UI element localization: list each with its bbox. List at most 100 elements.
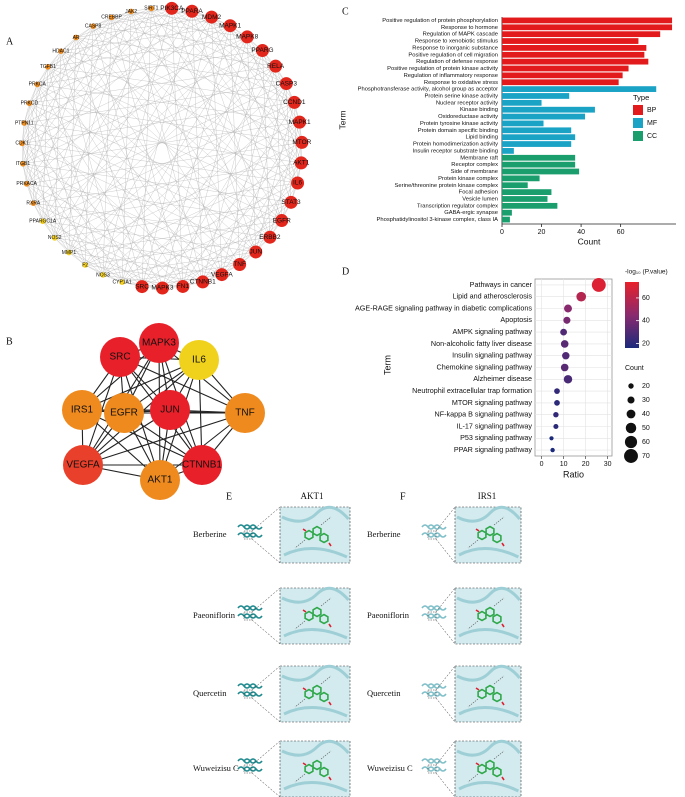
zoom-line [435, 697, 456, 723]
node [19, 140, 25, 147]
edge [221, 66, 276, 275]
node-label: IL6 [192, 355, 206, 366]
bar [502, 24, 673, 31]
edge [24, 122, 203, 283]
edge [26, 142, 302, 184]
node-label: CTNNB1 [190, 279, 216, 286]
node-label: CREBBP [101, 15, 122, 21]
interaction [467, 516, 505, 549]
edge [22, 163, 86, 266]
edge [24, 122, 302, 164]
edge [22, 163, 163, 289]
zoom-line [435, 587, 456, 613]
interaction [294, 750, 332, 783]
node-label: VEGFA [66, 460, 100, 471]
network-a-edges [21, 8, 303, 289]
node-label: SIRT1 [144, 6, 158, 12]
node [23, 181, 30, 187]
node-label: EGFR [273, 217, 291, 224]
legend-dot [627, 396, 635, 404]
edge [111, 17, 298, 184]
edge [162, 237, 270, 289]
y-tick-label: Non-alcoholic fatty liver disease [431, 339, 532, 348]
node [287, 95, 301, 109]
edge [102, 17, 112, 275]
x-tick-label: 20 [582, 461, 590, 468]
y-tick-label: NF-kappa B signaling pathway [435, 410, 533, 419]
x-tick-label: 20 [538, 229, 546, 236]
node [140, 460, 180, 500]
bar [502, 51, 645, 58]
node-label: TNF [235, 408, 254, 419]
edge [22, 163, 292, 203]
y-tick-label: Response to xenobiotic stimulus [415, 39, 498, 45]
bar [502, 79, 619, 86]
edge [191, 11, 271, 238]
edge [22, 51, 62, 164]
edge [60, 37, 77, 52]
edge [247, 36, 256, 252]
y-tick-label: Regulation of inflammatory response [404, 73, 498, 79]
y-tick-label: Regulation of defense response [416, 59, 498, 65]
edge [85, 264, 104, 276]
zoom-line [435, 538, 456, 564]
edge [54, 237, 70, 253]
node [223, 19, 237, 33]
ligand-atoms [475, 687, 505, 706]
edge [85, 83, 287, 266]
bar [502, 202, 558, 209]
pocket-box [243, 764, 253, 774]
edge [24, 26, 94, 124]
node [150, 390, 190, 430]
interaction [294, 597, 332, 630]
edge [22, 163, 240, 265]
y-tick-label: Lipid binding [465, 135, 498, 141]
node [26, 100, 33, 107]
ligand-atoms [302, 609, 332, 628]
edge [171, 8, 298, 184]
ligand-atoms [475, 762, 505, 781]
node [182, 445, 222, 485]
node-label: MAPK8 [236, 34, 258, 41]
edge [141, 66, 276, 287]
edge [151, 8, 282, 221]
colorbar-tick-label: 40 [642, 318, 650, 325]
x-tick-label: 30 [604, 461, 612, 468]
edge [93, 17, 112, 27]
edge [68, 142, 302, 253]
edge [21, 17, 112, 144]
bar [502, 93, 570, 99]
ligand-atoms [302, 762, 332, 781]
interaction [294, 516, 332, 549]
edge [42, 17, 112, 222]
ligand [304, 684, 329, 703]
legend-label: MF [647, 120, 657, 127]
bar [502, 106, 595, 113]
y-tick-label: Protein homodimerization activity [413, 142, 498, 148]
zoom-line [435, 665, 456, 691]
edge [33, 25, 231, 204]
node-label: STAT3 [281, 199, 301, 206]
edge [42, 221, 55, 238]
edge [22, 11, 132, 164]
y-tick-label: GABA-ergic synapse [444, 210, 498, 216]
edge [68, 220, 282, 253]
legend-label: 50 [642, 425, 650, 432]
interaction [294, 675, 332, 708]
edge [247, 36, 298, 184]
legend-dot [628, 383, 634, 389]
y-tick-label: Insulin receptor substrate binding [413, 148, 498, 154]
panel-label: A [6, 36, 14, 47]
edge [171, 8, 183, 287]
legend-swatch [633, 118, 643, 128]
edge [111, 11, 132, 18]
edge [162, 83, 287, 289]
bar [502, 17, 673, 24]
panel-label: E [226, 491, 232, 502]
y-tick-label: Lipid and atherosclerosis [452, 292, 532, 301]
edge [47, 66, 183, 287]
x-axis-title: Count [578, 236, 601, 246]
node [155, 281, 169, 295]
node-label: MAPK1 [289, 119, 311, 126]
edge [111, 17, 183, 287]
